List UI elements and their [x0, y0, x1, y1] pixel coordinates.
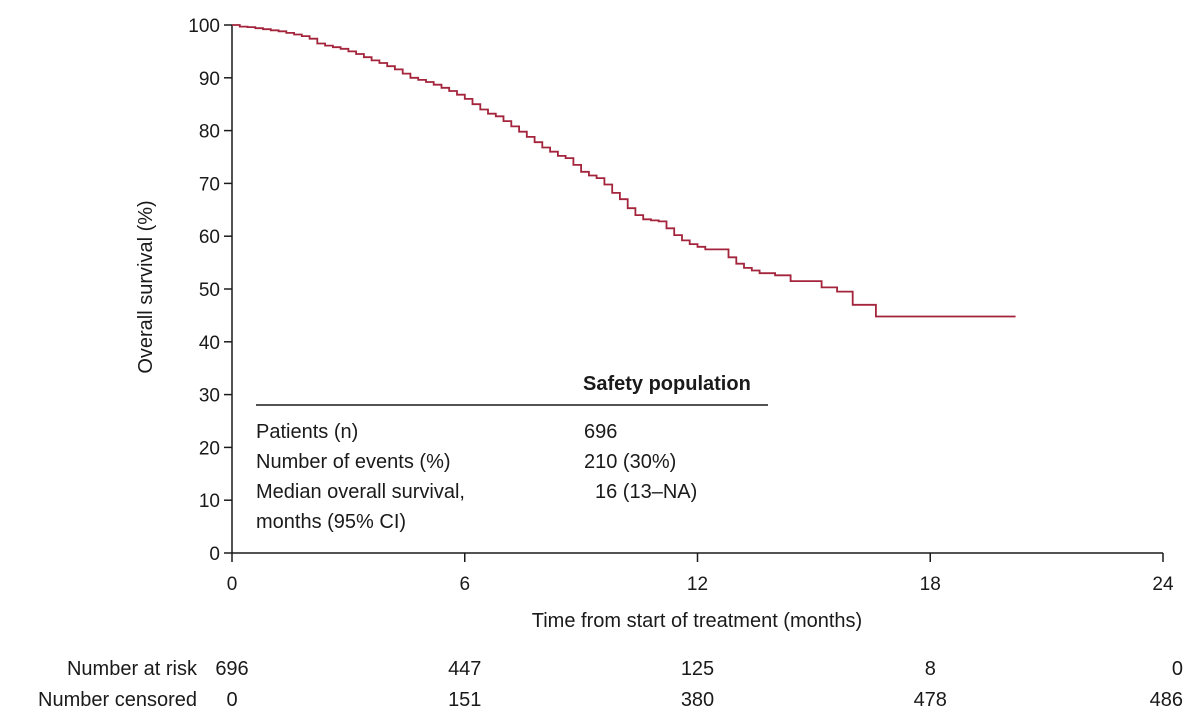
x-tick-label: 6: [459, 574, 470, 595]
y-tick-label: 70: [199, 174, 220, 195]
summary-table-header: Safety population: [583, 373, 751, 395]
risk-value: 380: [681, 689, 714, 711]
risk-row-label: Number censored: [38, 689, 197, 711]
y-axis-ticks: 0 10 20 30 40 50 60 70 80 90 100: [188, 16, 232, 565]
summary-row-value: 696: [584, 421, 617, 443]
summary-row-label: Median overall survival,: [256, 481, 465, 503]
summary-table: Safety population Patients (n) 696 Number …: [256, 373, 768, 533]
y-axis-title: Overall survival (%): [135, 200, 157, 373]
y-tick-label: 30: [199, 386, 220, 407]
x-tick-label: 0: [227, 574, 238, 595]
y-tick-label: 20: [199, 438, 220, 459]
risk-value: 447: [448, 658, 481, 680]
y-tick-label: 10: [199, 491, 220, 512]
y-tick-label: 50: [199, 280, 220, 301]
y-tick-label: 80: [199, 122, 220, 143]
risk-row-label: Number at risk: [67, 658, 198, 680]
risk-value: 125: [681, 658, 714, 680]
risk-value: 0: [226, 689, 237, 711]
survival-curve-line: [232, 24, 1016, 318]
y-tick-label: 40: [199, 333, 220, 354]
x-tick-label: 12: [687, 574, 708, 595]
x-axis-title: Time from start of treatment (months): [532, 610, 862, 632]
summary-row-value: 210 (30%): [584, 451, 676, 473]
x-tick-label: 24: [1152, 574, 1174, 595]
risk-value: 8: [925, 658, 936, 680]
y-tick-label: 100: [188, 16, 220, 37]
risk-table: Number at risk 696 447 125 8 0 Number censored…: [38, 658, 1183, 711]
risk-value: 478: [914, 689, 947, 711]
risk-value: 486: [1150, 689, 1183, 711]
y-tick-label: 60: [199, 227, 220, 248]
summary-row-label: Number of events (%): [256, 451, 451, 473]
summary-row-label: Patients (n): [256, 421, 358, 443]
summary-row-value: 16 (13–NA): [595, 481, 697, 503]
risk-value: 151: [448, 689, 481, 711]
axes: [231, 25, 1163, 554]
y-tick-label: 90: [199, 69, 220, 90]
x-axis-ticks: 0 6 12 18 24: [227, 553, 1174, 595]
summary-row-label-cont: months (95% CI): [256, 511, 406, 533]
y-tick-label: 0: [209, 544, 220, 565]
risk-value: 696: [215, 658, 248, 680]
risk-value: 0: [1172, 658, 1183, 680]
x-tick-label: 18: [920, 574, 941, 595]
